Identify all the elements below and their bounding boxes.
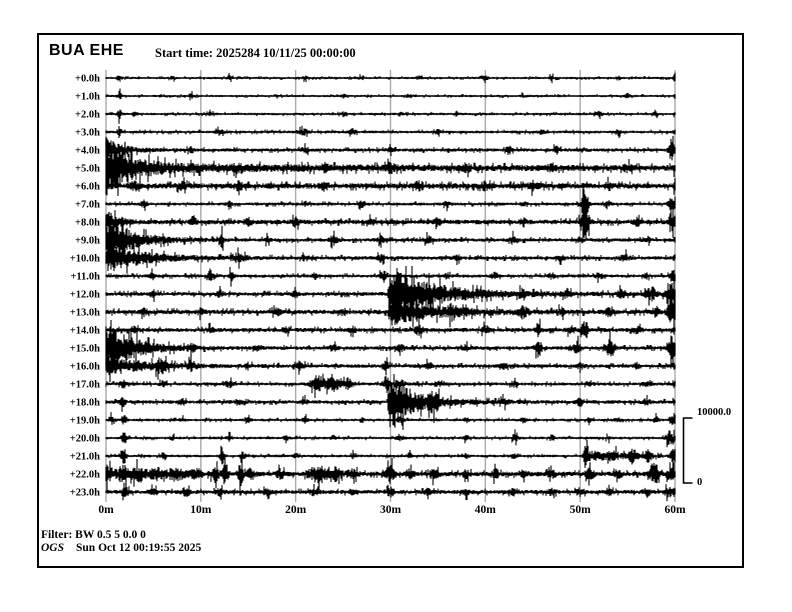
trace-row-+16.0h <box>105 351 676 382</box>
start-time-label: Start time: 2025284 10/11/25 00:00:00 <box>155 46 356 60</box>
row-label-+8.0h: +8.0h <box>75 218 100 229</box>
row-label-+18.0h: +18.0h <box>70 398 100 409</box>
x-tick-label-60m: 60m <box>664 504 686 516</box>
row-label-+22.0h: +22.0h <box>70 470 100 481</box>
filter-info: Filter: BW 0.5 5 0.0 0 <box>41 529 146 541</box>
row-label-+21.0h: +21.0h <box>70 452 100 463</box>
trace-row-+15.0h <box>105 320 676 370</box>
scale-bar-bracket <box>682 417 693 484</box>
x-tick-label-10m: 10m <box>190 504 212 516</box>
row-label-+3.0h: +3.0h <box>75 128 100 139</box>
trace-row-+6.0h <box>105 176 676 196</box>
trace-row-+19.0h <box>105 412 676 426</box>
trace-row-+11.0h <box>105 267 676 287</box>
row-label-+16.0h: +16.0h <box>70 362 100 373</box>
row-label-+12.0h: +12.0h <box>70 290 100 301</box>
trace-row-+3.0h <box>105 125 676 138</box>
trace-row-+0.0h <box>105 72 676 84</box>
trace-row-+21.0h <box>105 440 676 475</box>
row-label-+6.0h: +6.0h <box>75 182 100 193</box>
row-label-+20.0h: +20.0h <box>70 434 100 445</box>
trace-row-+20.0h <box>105 429 676 448</box>
trace-row-+23.0h <box>105 482 676 502</box>
trace-row-+13.0h <box>105 293 676 328</box>
generated-timestamp: Sun Oct 12 00:19:55 2025 <box>76 542 202 554</box>
row-label-+23.0h: +23.0h <box>70 488 100 499</box>
station-title: BUA EHE <box>49 42 124 59</box>
trace-row-+17.0h <box>105 373 676 398</box>
x-tick-label-50m: 50m <box>570 504 592 516</box>
trace-row-+18.0h <box>105 374 676 430</box>
row-label-+15.0h: +15.0h <box>70 344 100 355</box>
agency-name: OGS <box>41 542 65 554</box>
x-tick-label-20m: 20m <box>285 504 307 516</box>
trace-row-+12.0h <box>105 266 676 322</box>
row-label-+5.0h: +5.0h <box>75 164 100 175</box>
row-label-+0.0h: +0.0h <box>75 74 100 85</box>
row-label-+4.0h: +4.0h <box>75 146 100 157</box>
trace-row-+9.0h <box>105 212 676 265</box>
trace-row-+2.0h <box>105 109 676 124</box>
trace-row-+10.0h <box>105 240 676 274</box>
row-label-+1.0h: +1.0h <box>75 92 100 103</box>
trace-row-+22.0h <box>105 456 676 496</box>
row-label-+2.0h: +2.0h <box>75 110 100 121</box>
x-tick-label-0m: 0m <box>98 504 114 516</box>
row-label-+7.0h: +7.0h <box>75 200 100 211</box>
row-label-+11.0h: +11.0h <box>70 272 100 283</box>
row-label-+9.0h: +9.0h <box>75 236 100 247</box>
trace-row-+7.0h <box>105 182 676 218</box>
row-label-+17.0h: +17.0h <box>70 380 100 391</box>
credit-line: OGS Sun Oct 12 00:19:55 2025 <box>41 542 201 554</box>
row-label-+10.0h: +10.0h <box>70 254 100 265</box>
trace-row-+1.0h <box>105 88 676 101</box>
scale-bar-max-label: 10000.0 <box>697 407 732 418</box>
row-label-+14.0h: +14.0h <box>70 326 100 337</box>
row-label-+13.0h: +13.0h <box>70 308 100 319</box>
x-tick-label-40m: 40m <box>475 504 497 516</box>
row-label-+19.0h: +19.0h <box>70 416 100 427</box>
x-tick-label-30m: 30m <box>380 504 402 516</box>
scale-bar-min-label: 0 <box>697 477 703 488</box>
trace-row-+5.0h <box>105 140 676 196</box>
